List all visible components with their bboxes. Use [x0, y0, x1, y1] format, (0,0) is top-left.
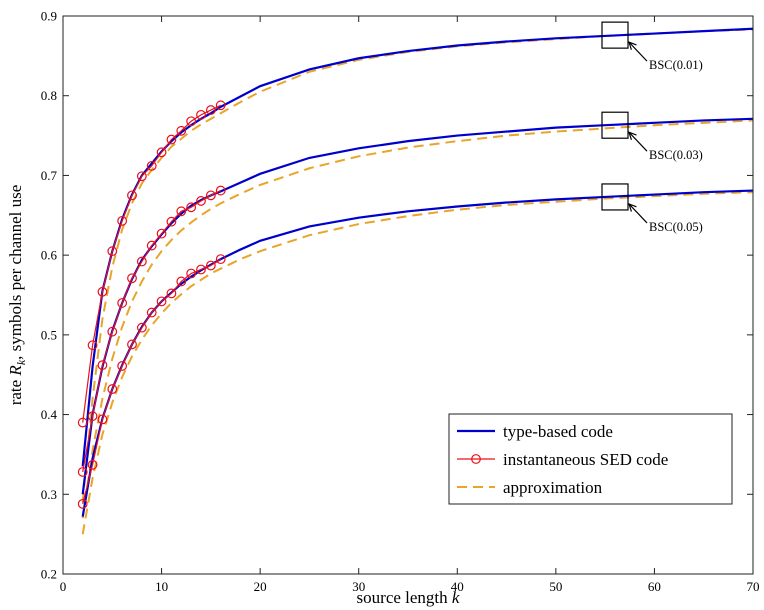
sed-marker-bsc-0-01	[127, 190, 137, 201]
sed-marker-bsc-0-05	[205, 260, 216, 271]
sed-marker-bsc-0-03	[117, 298, 128, 308]
sed-marker-bsc-0-05	[186, 268, 197, 279]
sed-marker-bsc-0-03	[107, 326, 118, 337]
sed-marker-bsc-0-01	[87, 340, 98, 351]
sed-line-bsc-0-05	[82, 258, 222, 504]
sed-marker-bsc-0-01	[136, 171, 147, 182]
approximation-line-bsc-0-01	[81, 28, 753, 503]
x-tick-label: 0	[60, 579, 67, 594]
x-tick-label: 70	[747, 579, 760, 594]
sed-marker-bsc-0-03	[186, 202, 197, 213]
sed-marker-bsc-0-05	[136, 322, 147, 333]
y-axis-label-symbol: R	[6, 365, 25, 377]
annotation-arrow-bsc-0-05	[628, 203, 648, 224]
y-tick-label: 0.7	[41, 168, 58, 183]
annotation-arrow-bsc-0-03	[628, 131, 648, 152]
series-layer	[77, 27, 753, 535]
sed-marker-bsc-0-05	[146, 307, 157, 318]
annotation-box-bsc-0-01	[601, 21, 629, 49]
annotation-arrowhead-bsc-0-03	[628, 131, 637, 141]
annotation-label-bsc-0-05: BSC(0.05)	[649, 220, 703, 234]
sed-marker-bsc-0-01	[196, 109, 206, 120]
legend-label-type-based: type-based code	[503, 422, 613, 441]
sed-marker-bsc-0-01	[166, 134, 177, 145]
sed-marker-bsc-0-05	[215, 254, 226, 265]
y-axis-label-suffix: , symbols per channel use	[6, 185, 25, 360]
sed-marker-bsc-0-01	[97, 286, 108, 297]
sed-marker-bsc-0-03	[205, 190, 216, 201]
sed-marker-bsc-0-01	[176, 125, 187, 136]
x-axis-label: source length k	[357, 588, 460, 607]
approximation-line-bsc-0-05	[81, 191, 753, 535]
sed-marker-bsc-0-05	[127, 339, 137, 350]
sed-marker-bsc-0-05	[77, 498, 88, 509]
sed-marker-bsc-0-03	[77, 467, 88, 477]
x-tick-label: 10	[155, 579, 168, 594]
sed-marker-bsc-0-03	[97, 360, 108, 371]
sed-marker-bsc-0-01	[117, 215, 128, 226]
annotation-arrow-bsc-0-01	[628, 41, 648, 62]
annotation-label-bsc-0-03: BSC(0.03)	[649, 148, 703, 162]
y-tick-label: 0.8	[41, 88, 57, 103]
sed-marker-bsc-0-01	[146, 160, 157, 171]
tick-layer: 0 10 20 30 40 50 60 70 0.2 0.3 0.4 0.5 0.6 0.7 0.8 0.9	[41, 9, 760, 595]
y-tick-label: 0.9	[41, 9, 57, 24]
sed-marker-bsc-0-01	[156, 147, 167, 158]
sed-marker-bsc-0-03	[196, 196, 206, 206]
x-tick-label: 40	[451, 579, 464, 594]
x-tick-label: 60	[648, 579, 661, 594]
sed-marker-bsc-0-01	[107, 246, 118, 257]
y-tick-label: 0.3	[41, 487, 57, 502]
sed-marker-bsc-0-03	[87, 411, 98, 422]
y-axis-label-prefix: rate	[6, 376, 25, 406]
sed-marker-bsc-0-05	[97, 414, 108, 425]
sed-marker-bsc-0-01	[77, 417, 88, 428]
sed-marker-bsc-0-05	[107, 384, 118, 394]
sed-marker-bsc-0-01	[215, 100, 226, 111]
annotation-layer: BSC(0.01) BSC(0.03) BSC(0.05)	[601, 21, 703, 234]
annotation-arrowhead-bsc-0-05	[628, 202, 637, 212]
sed-marker-bsc-0-05	[196, 264, 206, 275]
sed-marker-bsc-0-03	[136, 256, 147, 267]
axes-box	[62, 15, 754, 575]
y-tick-label: 0.2	[41, 567, 57, 582]
sed-marker-bsc-0-05	[176, 276, 187, 287]
x-tick-label: 20	[254, 579, 267, 594]
legend-label-approximation: approximation	[503, 478, 603, 497]
x-axis-label-var: k	[452, 588, 460, 607]
y-axis-label: rate Rk, symbols per channel use	[6, 185, 28, 406]
annotation-label-bsc-0-01: BSC(0.01)	[649, 58, 703, 72]
sed-marker-bsc-0-05	[87, 459, 98, 470]
sed-marker-bsc-0-03	[146, 240, 157, 251]
legend: type-based code instantaneous SED code app…	[448, 413, 733, 505]
sed-marker-bsc-0-03	[215, 185, 226, 196]
sed-marker-bsc-0-01	[205, 105, 216, 115]
sed-marker-bsc-0-03	[156, 228, 167, 239]
y-tick-label: 0.4	[41, 407, 58, 422]
x-tick-label: 30	[352, 579, 365, 594]
sed-marker-bsc-0-05	[166, 288, 177, 299]
y-tick-label: 0.5	[41, 327, 57, 342]
legend-box	[448, 413, 733, 505]
sed-marker-bsc-0-01	[186, 116, 197, 127]
sed-marker-bsc-0-03	[176, 206, 187, 217]
y-axis-label-subscript: k	[14, 359, 28, 365]
legend-label-sed: instantaneous SED code	[503, 450, 668, 469]
annotation-arrowhead-bsc-0-01	[628, 41, 637, 50]
sed-marker-bsc-0-05	[117, 361, 128, 371]
sed-marker-bsc-0-05	[156, 296, 167, 307]
y-tick-label: 0.6	[41, 248, 58, 263]
annotation-box-bsc-0-03	[601, 111, 629, 139]
sed-marker-bsc-0-03	[166, 216, 177, 227]
x-tick-label: 50	[549, 579, 562, 594]
sed-marker-bsc-0-03	[127, 273, 137, 284]
annotation-box-bsc-0-05	[601, 183, 629, 211]
legend-marker-sed	[471, 454, 481, 464]
x-axis-label-text: source length	[357, 588, 452, 607]
